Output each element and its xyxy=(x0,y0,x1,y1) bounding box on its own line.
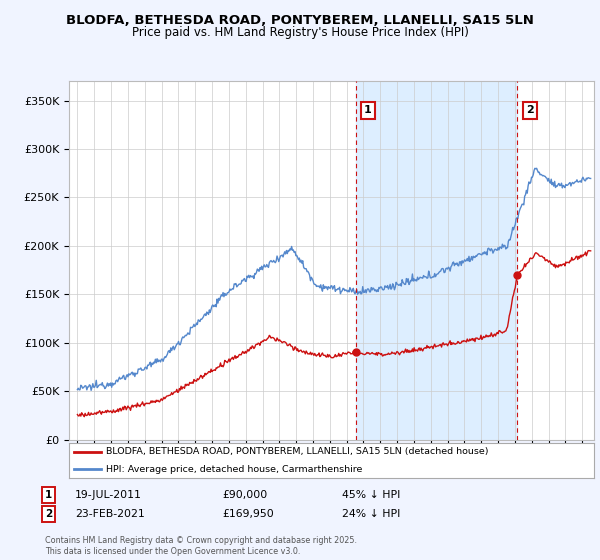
Text: £90,000: £90,000 xyxy=(222,490,267,500)
Text: BLODFA, BETHESDA ROAD, PONTYBEREM, LLANELLI, SA15 5LN: BLODFA, BETHESDA ROAD, PONTYBEREM, LLANE… xyxy=(66,14,534,27)
Text: 45% ↓ HPI: 45% ↓ HPI xyxy=(342,490,400,500)
Text: 23-FEB-2021: 23-FEB-2021 xyxy=(75,509,145,519)
Text: 2: 2 xyxy=(526,105,533,115)
Text: HPI: Average price, detached house, Carmarthenshire: HPI: Average price, detached house, Carm… xyxy=(106,464,362,474)
Text: BLODFA, BETHESDA ROAD, PONTYBEREM, LLANELLI, SA15 5LN (detached house): BLODFA, BETHESDA ROAD, PONTYBEREM, LLANE… xyxy=(106,447,488,456)
Text: £169,950: £169,950 xyxy=(222,509,274,519)
Text: 19-JUL-2011: 19-JUL-2011 xyxy=(75,490,142,500)
Text: 2: 2 xyxy=(45,509,52,519)
Text: 24% ↓ HPI: 24% ↓ HPI xyxy=(342,509,400,519)
Text: 1: 1 xyxy=(364,105,372,115)
Bar xyxy=(356,81,517,440)
Text: Contains HM Land Registry data © Crown copyright and database right 2025.
This d: Contains HM Land Registry data © Crown c… xyxy=(45,536,357,556)
Text: Price paid vs. HM Land Registry's House Price Index (HPI): Price paid vs. HM Land Registry's House … xyxy=(131,26,469,39)
Text: 1: 1 xyxy=(45,490,52,500)
